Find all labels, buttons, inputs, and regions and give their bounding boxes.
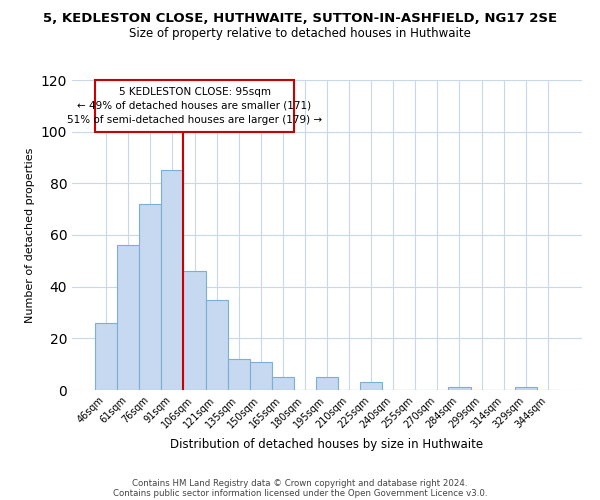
Bar xyxy=(117,246,139,390)
Bar xyxy=(139,204,161,390)
Bar xyxy=(95,80,294,132)
Bar xyxy=(250,362,272,390)
Bar xyxy=(161,170,184,390)
Bar xyxy=(272,377,294,390)
Bar xyxy=(206,300,227,390)
Bar xyxy=(515,388,537,390)
Bar xyxy=(448,388,470,390)
Text: Contains HM Land Registry data © Crown copyright and database right 2024.: Contains HM Land Registry data © Crown c… xyxy=(132,478,468,488)
Bar xyxy=(184,271,206,390)
X-axis label: Distribution of detached houses by size in Huthwaite: Distribution of detached houses by size … xyxy=(170,438,484,451)
Text: Size of property relative to detached houses in Huthwaite: Size of property relative to detached ho… xyxy=(129,28,471,40)
Bar xyxy=(227,359,250,390)
Bar xyxy=(360,382,382,390)
Text: 5 KEDLESTON CLOSE: 95sqm
← 49% of detached houses are smaller (171)
51% of semi-: 5 KEDLESTON CLOSE: 95sqm ← 49% of detach… xyxy=(67,87,322,125)
Text: Contains public sector information licensed under the Open Government Licence v3: Contains public sector information licen… xyxy=(113,488,487,498)
Bar xyxy=(316,377,338,390)
Y-axis label: Number of detached properties: Number of detached properties xyxy=(25,148,35,322)
Bar xyxy=(95,323,117,390)
Text: 5, KEDLESTON CLOSE, HUTHWAITE, SUTTON-IN-ASHFIELD, NG17 2SE: 5, KEDLESTON CLOSE, HUTHWAITE, SUTTON-IN… xyxy=(43,12,557,26)
